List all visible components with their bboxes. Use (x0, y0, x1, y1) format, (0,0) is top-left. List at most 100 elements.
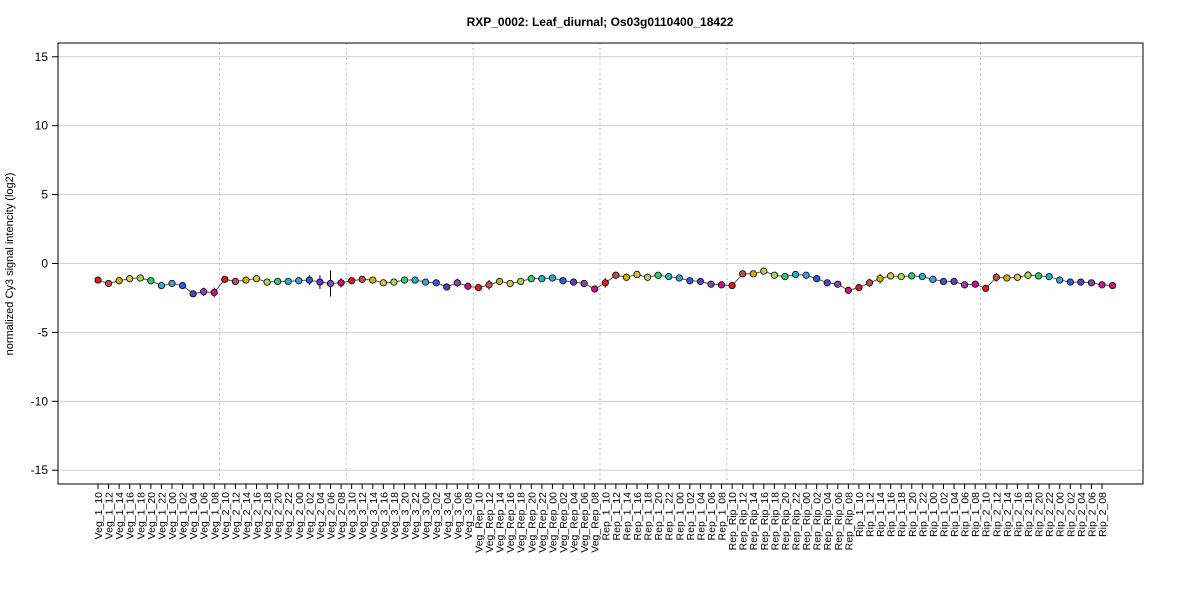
data-point (992, 273, 1000, 281)
x-tick-label: Veg_2_06 (326, 492, 338, 539)
data-point (739, 270, 747, 278)
data-point (633, 270, 641, 279)
data-point (1056, 276, 1064, 284)
x-tick-label: Rep_1_12 (611, 492, 623, 541)
data-point (971, 280, 979, 288)
data-point (717, 281, 726, 289)
data-point (781, 272, 789, 281)
x-tick-label: Rep_Rip_06 (833, 492, 845, 551)
x-tick-label: Veg_3_12 (357, 492, 369, 539)
data-point (876, 275, 884, 283)
data-point (686, 277, 694, 285)
data-point (654, 271, 662, 279)
plot-frame (57, 42, 1144, 485)
x-tick-label: Veg_1_20 (146, 492, 158, 539)
data-point (897, 272, 905, 281)
data-point (337, 279, 345, 287)
data-point (548, 274, 557, 282)
x-tick-label: Veg_2_00 (294, 492, 306, 539)
data-point (147, 277, 155, 285)
y-tick-label: -10 (31, 394, 49, 408)
data-point (485, 281, 493, 289)
data-point (379, 279, 387, 287)
data-point (791, 270, 800, 279)
x-tick-label: Veg_Rep_00 (547, 492, 559, 553)
y-tick-label: -15 (31, 463, 49, 477)
x-tick-label: Veg_3_14 (368, 492, 380, 539)
x-tick-label: Veg_1_00 (167, 492, 179, 539)
data-point (527, 275, 535, 283)
x-tick-label: Rep_1_10 (600, 492, 612, 541)
x-tick-label: Veg_Rep_12 (484, 492, 496, 553)
x-tick-label: Rip_1_02 (938, 492, 950, 537)
y-axis-label: normalized Cy3 signal intencity (log2) (4, 173, 16, 356)
data-point (284, 277, 292, 286)
x-tick-label: Rip_1_06 (960, 492, 972, 537)
x-tick-label: Rip_1_04 (949, 492, 961, 537)
x-tick-label: Veg_1_04 (188, 492, 200, 539)
data-point (94, 276, 102, 284)
data-point (474, 284, 483, 292)
data-point (210, 288, 218, 297)
data-point (411, 276, 419, 284)
x-tick-label: Veg_Rep_18 (516, 492, 528, 553)
x-tick-label: Veg_2_14 (241, 492, 253, 539)
x-tick-label: Veg_2_04 (315, 492, 327, 539)
data-point (1003, 274, 1011, 282)
x-tick-label: Veg_2_12 (230, 492, 242, 539)
data-point (104, 279, 113, 288)
data-point (178, 281, 187, 290)
x-tick-label: Veg_Rep_06 (579, 492, 591, 553)
data-point (1108, 281, 1117, 290)
x-tick-label: Veg_3_06 (452, 492, 464, 539)
x-tick-label: Rep_1_04 (695, 492, 707, 541)
data-point (495, 277, 504, 286)
data-point (1034, 272, 1043, 280)
group-separators (219, 43, 981, 484)
data-point (707, 280, 715, 288)
data-point (950, 277, 958, 286)
data-point (887, 272, 895, 280)
x-tick-label: Rep_Rip_12 (738, 492, 750, 551)
x-tick-label: Veg_2_18 (262, 492, 274, 539)
x-tick-label: Veg_1_02 (178, 492, 190, 539)
data-point (274, 277, 282, 286)
x-tick-label: Rip_1_16 (886, 492, 898, 537)
data-point (231, 277, 239, 286)
data-point (982, 284, 990, 292)
x-tick-label: Rep_1_00 (674, 492, 686, 541)
x-tick-label: Rip_1_14 (875, 492, 887, 537)
y-tick-label: 0 (41, 257, 48, 271)
x-tick-label: Veg_1_08 (209, 492, 221, 539)
data-point (126, 275, 134, 283)
x-tick-label: Veg_1_06 (199, 492, 211, 539)
x-tick-label: Veg_2_02 (304, 492, 316, 539)
data-point (749, 270, 757, 278)
data-point (305, 276, 313, 284)
data-point (918, 272, 926, 281)
x-tick-label: Veg_Rep_20 (526, 492, 538, 553)
x-tick-label: Veg_2_22 (283, 492, 295, 539)
data-point (157, 281, 166, 290)
x-tick-label: Veg_3_18 (389, 492, 401, 539)
x-tick-label: Rip_1_08 (970, 492, 982, 537)
x-ticks: Veg_1_10Veg_1_12Veg_1_14Veg_1_16Veg_1_18… (93, 484, 1109, 553)
data-point (760, 267, 768, 275)
x-tick-label: Rip_2_06 (1086, 492, 1098, 537)
x-tick-label: Rep_Rip_04 (822, 492, 834, 551)
x-tick-label: Rep_Rip_10 (727, 492, 739, 551)
data-point (770, 271, 778, 279)
data-point (369, 276, 377, 284)
x-tick-label: Rip_1_20 (907, 492, 919, 537)
x-tick-label: Rep_Rip_20 (780, 492, 792, 551)
chart-title: RXP_0002: Leaf_diurnal; Os03g0110400_184… (467, 15, 734, 29)
x-tick-label: Veg_3_08 (463, 492, 475, 539)
data-point (316, 278, 324, 286)
x-tick-label: Rep_Rip_02 (812, 492, 824, 551)
x-tick-label: Veg_3_00 (421, 492, 433, 539)
data-point (1066, 278, 1074, 286)
x-tick-label: Rip_2_20 (1034, 492, 1046, 537)
x-tick-label: Veg_3_04 (442, 492, 454, 539)
data-point (422, 278, 430, 286)
